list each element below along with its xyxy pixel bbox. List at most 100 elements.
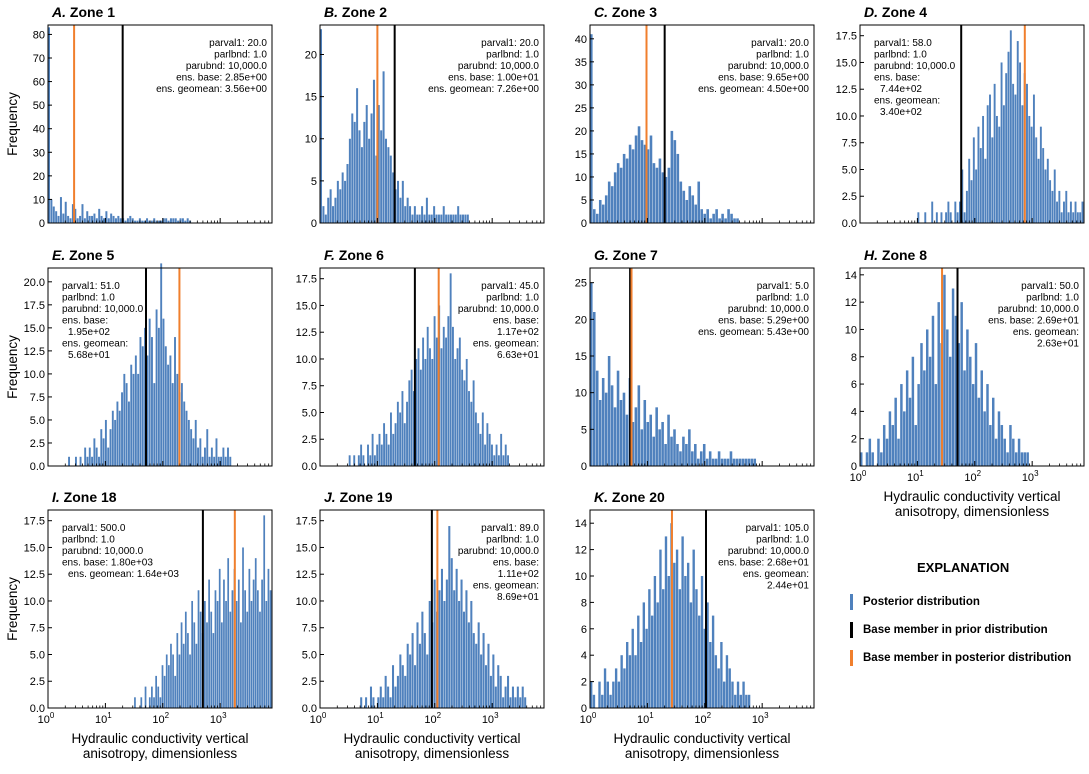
x-tick-label: 102: [424, 711, 441, 726]
y-tick-label: 15.0: [836, 57, 857, 69]
histogram-bar: [1058, 190, 1061, 223]
histogram-bar: [609, 694, 612, 708]
histogram-bar: [430, 214, 433, 223]
histogram-bar: [676, 444, 679, 466]
histogram-bar: [521, 686, 524, 708]
histogram-bar: [416, 214, 419, 223]
histogram-bar: [723, 458, 727, 466]
panel-letter: J.: [324, 489, 336, 505]
histogram-bar: [124, 220, 127, 223]
histogram-bar: [69, 218, 72, 223]
histogram-bar: [417, 348, 420, 466]
histogram-bar: [165, 218, 168, 223]
histogram-bar: [263, 515, 266, 708]
histogram-bar: [1067, 212, 1070, 223]
histogram-bar: [598, 199, 602, 223]
histogram-bar: [1017, 438, 1021, 466]
histogram-bar: [385, 433, 388, 466]
histogram-bar: [161, 665, 164, 708]
annotation-line: ens. base: 2.69e+01: [988, 316, 1079, 327]
y-tick-label: 0: [581, 461, 587, 473]
histogram-bar: [684, 576, 687, 708]
histogram-bar: [731, 681, 734, 708]
histogram-bar: [590, 282, 593, 466]
legend-item-posterior-distribution: Posterior distribution: [845, 592, 980, 612]
y-tick-label: 2: [851, 434, 857, 446]
annotation-line: ens. geomean: 4.50e+00: [698, 84, 809, 95]
histogram-bar: [409, 206, 412, 223]
y-tick-label: 30: [33, 147, 45, 159]
histogram-bar: [139, 337, 142, 466]
histogram-bar: [742, 681, 745, 708]
histogram-bar: [989, 425, 992, 466]
x-tick-exponent: 0: [592, 711, 597, 720]
annotation-line: 5.68e+01: [68, 350, 110, 361]
histogram-bar: [477, 622, 480, 708]
histogram-bar: [81, 204, 84, 223]
histogram-bar: [83, 218, 86, 223]
histogram-bar: [885, 438, 889, 466]
histogram-bar: [739, 694, 742, 708]
annotation-line: parubnd: 10,000.0: [728, 304, 810, 315]
histogram-bar: [728, 668, 731, 708]
histogram-bar: [380, 444, 383, 466]
x-tick-exponent: 1: [919, 469, 924, 478]
histogram-bar: [429, 348, 431, 466]
histogram-bar: [184, 611, 187, 708]
histogram-bar: [102, 438, 105, 466]
histogram-bar: [178, 654, 181, 708]
histogram-bar: [712, 213, 715, 223]
histogram-bar: [148, 220, 151, 223]
x-axis-label-line1: Hydraulic conductivity vertical: [71, 731, 248, 746]
histogram-bar: [171, 383, 174, 466]
annotation-line: parlbnd: 1.0: [756, 50, 809, 61]
x-tick-base: 10: [637, 714, 649, 726]
y-tick-label: 25: [575, 103, 587, 115]
y-tick-label: 20: [575, 126, 587, 138]
histogram-bar: [392, 433, 395, 466]
x-tick-label: 103: [1022, 469, 1039, 484]
histogram-bar: [110, 213, 113, 223]
histogram-bar: [167, 665, 170, 708]
y-tick-label: 12: [575, 545, 587, 557]
y-tick-label: 15.0: [24, 542, 45, 554]
panel-letter: D.: [864, 4, 878, 20]
histogram-bar: [667, 576, 670, 708]
x-axis-label-line1: Hydraulic conductivity vertical: [883, 489, 1060, 504]
histogram-bar: [461, 369, 464, 466]
histogram-bar: [416, 622, 419, 708]
histogram-bar: [397, 180, 400, 223]
histogram-bar: [367, 444, 369, 466]
histogram-bar: [447, 214, 450, 223]
histogram-bar: [720, 458, 724, 466]
histogram-bar: [401, 180, 404, 223]
histogram-bar: [1069, 201, 1072, 223]
y-tick-label: 7.5: [30, 623, 45, 635]
panel-zone-7: G. Zone 7 0 5 10 15 20 25 parval1: 5.0parlbnd: …: [575, 247, 815, 473]
annotation-line: parlbnd: 1.0: [486, 293, 539, 304]
histogram-bar: [705, 458, 709, 466]
histogram-bar: [183, 401, 186, 466]
histogram-bar: [1030, 126, 1033, 223]
histogram-bar: [940, 212, 943, 223]
y-tick-label: 10: [575, 172, 587, 184]
histogram-bar: [413, 206, 416, 223]
histogram-bar: [658, 429, 661, 466]
histogram-bar: [484, 444, 487, 466]
histogram-bar: [204, 600, 206, 708]
histogram-bar: [126, 218, 129, 223]
panel-title: J. Zone 19: [324, 489, 393, 505]
histogram-bar: [453, 590, 456, 708]
histogram-bar: [676, 153, 680, 223]
histogram-bar: [360, 444, 363, 466]
annotation-line: ens. base:: [493, 558, 539, 569]
x-tick-label: 101: [95, 711, 112, 726]
y-tick-label: 6: [581, 624, 587, 636]
histogram-bar: [403, 423, 406, 466]
histogram-bar: [479, 433, 482, 466]
histogram-bar: [934, 384, 938, 466]
histogram-bar: [229, 611, 232, 708]
legend-label-prior-base: Base member in prior distribution: [863, 624, 1048, 636]
y-tick-label: 0: [581, 703, 587, 715]
